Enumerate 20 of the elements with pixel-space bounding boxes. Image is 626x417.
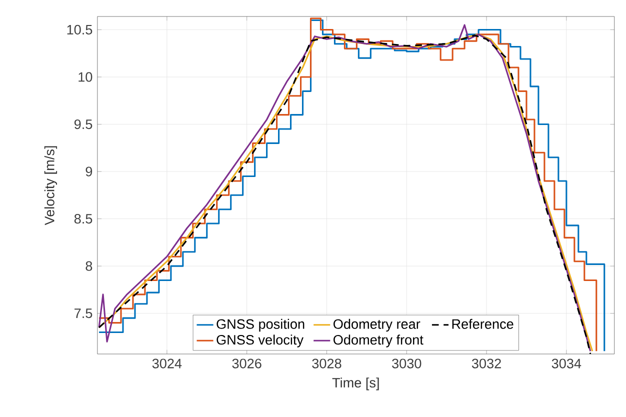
y-axis-title: Velocity [m/s] (44, 146, 58, 226)
y-tick-label: 10.5 (67, 24, 92, 35)
legend-label: GNSS velocity (216, 334, 304, 348)
y-tick-label: 8.5 (74, 214, 92, 224)
y-tick-label: 7.5 (74, 308, 92, 318)
x-tick-label: 3028 (312, 358, 342, 368)
x-tick-label: 3032 (472, 358, 501, 368)
y-tick-label: 9 (86, 166, 92, 176)
y-tick-label: 10 (78, 72, 92, 82)
legend-label: Odometry rear (334, 318, 420, 332)
y-tick-label: 8 (86, 261, 92, 271)
y-tick-label: 9.5 (74, 119, 92, 130)
legend-label: Odometry front (334, 334, 424, 348)
x-tick-label: 3034 (552, 358, 582, 368)
legend-label: Reference (452, 318, 514, 329)
x-tick-label: 3024 (152, 358, 182, 368)
legend-label: GNSS position (216, 318, 304, 332)
x-tick-label: 3026 (232, 358, 262, 368)
x-axis-title: Time [s] (332, 378, 379, 390)
x-tick-label: 3030 (392, 358, 422, 368)
